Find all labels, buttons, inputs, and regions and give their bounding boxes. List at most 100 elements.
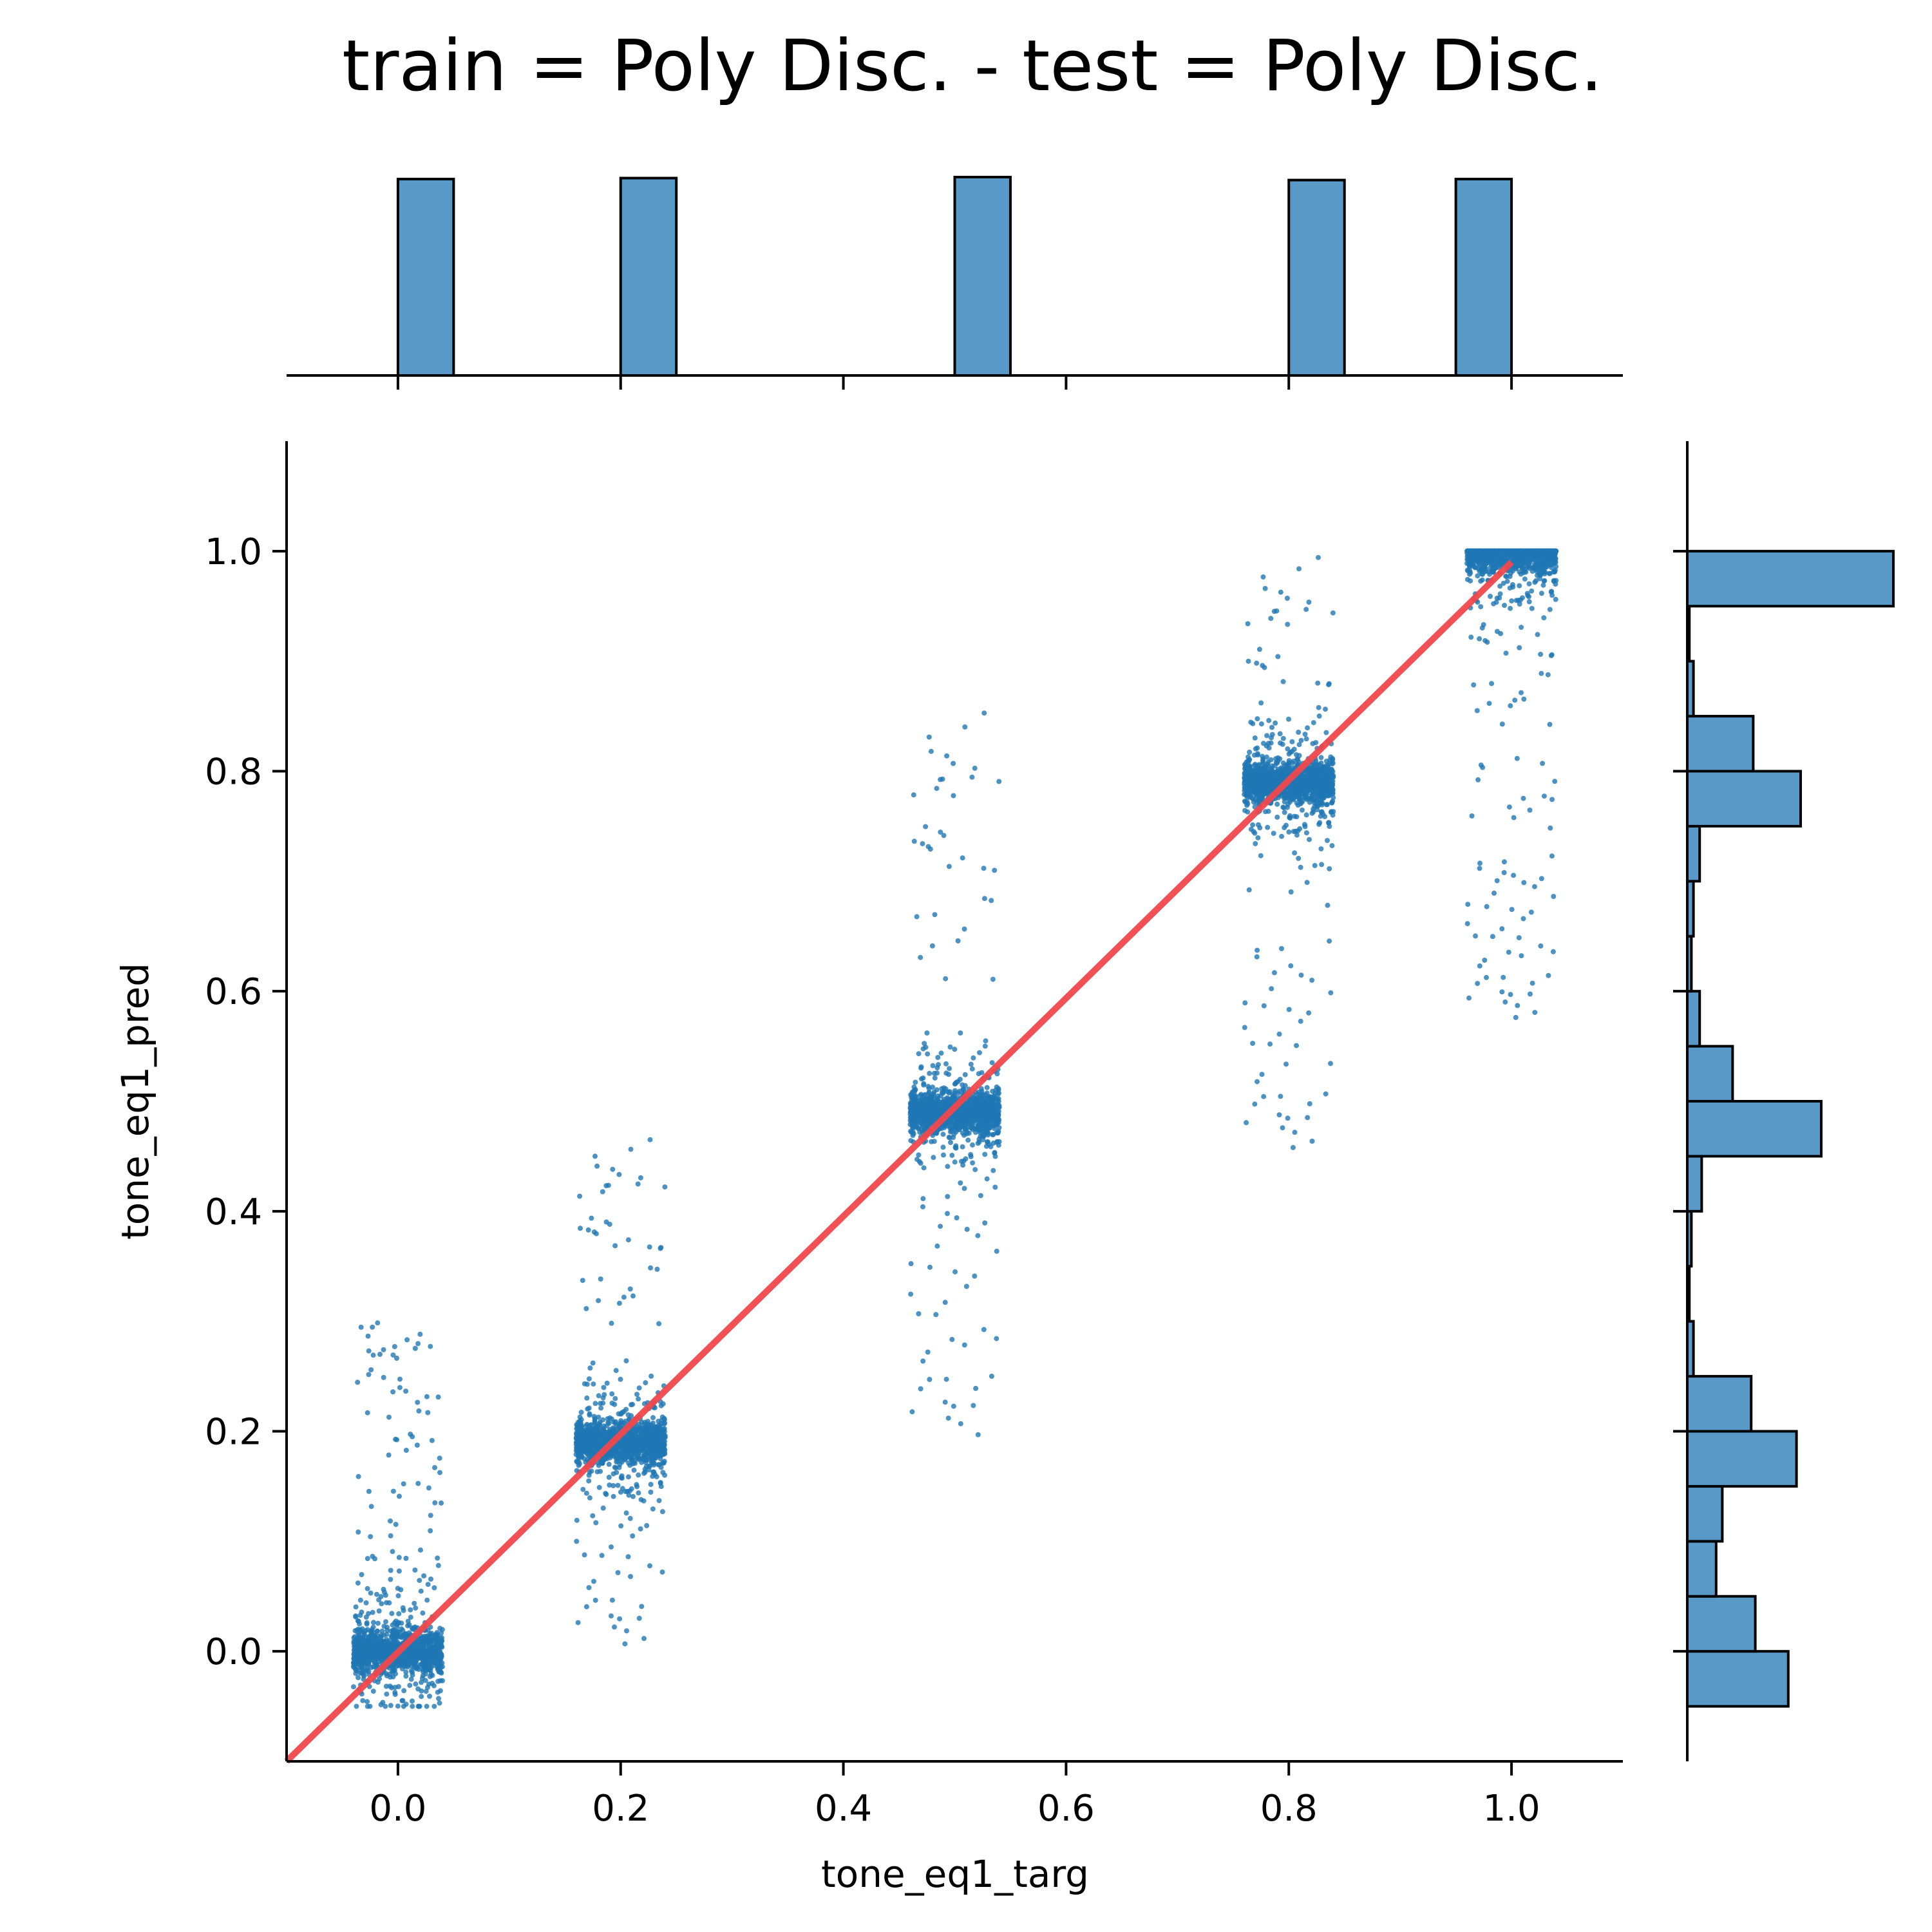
scatter-point (947, 1135, 952, 1141)
scatter-point (351, 1684, 356, 1690)
scatter-point (941, 1152, 946, 1158)
scatter-point (908, 1138, 914, 1144)
scatter-point (598, 1401, 603, 1406)
scatter-point (388, 1533, 393, 1539)
scatter-point (933, 1312, 939, 1318)
scatter-point (580, 1432, 585, 1438)
scatter-point (377, 1652, 383, 1658)
scatter-point (961, 1342, 967, 1348)
scatter-point (415, 1399, 421, 1405)
scatter-point (418, 1547, 423, 1553)
scatter-point (979, 1070, 985, 1075)
scatter-point (932, 1075, 938, 1081)
scatter-point (918, 1065, 924, 1071)
scatter-point (1252, 830, 1258, 836)
scatter-point (370, 1642, 375, 1648)
scatter-point (658, 1453, 663, 1459)
scatter-point (1304, 880, 1310, 886)
scatter-point (1276, 1031, 1282, 1037)
scatter-point (413, 1605, 419, 1611)
scatter-point (351, 1647, 357, 1653)
scatter-point (952, 1269, 958, 1274)
scatter-point (593, 1440, 599, 1446)
x-hist-bar (396, 178, 455, 377)
scatter-point (383, 1683, 389, 1689)
scatter-point (924, 1030, 930, 1036)
scatter-point (361, 1638, 367, 1644)
scatter-point (1260, 753, 1265, 759)
scatter-point (380, 1700, 386, 1705)
scatter-point (963, 1119, 969, 1125)
scatter-point (412, 1600, 417, 1606)
scatter-point (576, 1455, 582, 1461)
scatter-point (412, 1567, 418, 1573)
scatter-point (1250, 1041, 1256, 1046)
scatter-point (355, 1379, 361, 1385)
scatter-point (422, 1652, 428, 1658)
scatter-point (395, 1593, 401, 1598)
scatter-point (354, 1703, 359, 1709)
scatter-point (584, 1395, 590, 1401)
scatter-point (958, 1030, 963, 1036)
scatter-point (920, 841, 925, 847)
scatter-point (1266, 745, 1272, 751)
scatter-point (946, 864, 952, 869)
scatter-point (1294, 1043, 1299, 1048)
scatter-point (952, 1090, 958, 1095)
scatter-point (659, 1414, 665, 1420)
scatter-point (421, 1636, 427, 1642)
scatter-point (425, 1685, 430, 1690)
scatter-point (617, 1616, 623, 1622)
scatter-point (662, 1184, 668, 1190)
scatter-point (630, 1401, 636, 1407)
scatter-point (388, 1518, 393, 1524)
scatter-point (577, 1414, 583, 1420)
scatter-point (396, 1620, 402, 1625)
scatter-point (418, 1654, 424, 1660)
scatter-point (1245, 621, 1251, 627)
scatter-point (1278, 589, 1283, 595)
scatter-point (388, 1577, 393, 1582)
scatter-point (956, 1088, 962, 1094)
scatter-point (629, 1486, 634, 1492)
scatter-point (368, 1504, 374, 1510)
scatter-point (439, 1630, 444, 1636)
scatter-point (945, 1416, 951, 1421)
scatter-point (1318, 755, 1324, 761)
scatter-point (585, 1227, 591, 1233)
scatter-point (1296, 753, 1302, 759)
scatter-point (636, 1490, 641, 1496)
scatter-point (914, 914, 920, 920)
scatter-point (580, 1427, 585, 1433)
scatter-point (366, 1348, 372, 1354)
scatter-point (616, 1171, 622, 1177)
scatter-point (428, 1528, 433, 1533)
scatter-point (916, 1051, 922, 1057)
scatter-point (613, 1368, 619, 1374)
scatter-point (427, 1637, 433, 1643)
scatter-point (418, 1588, 424, 1594)
scatter-point (370, 1689, 376, 1694)
y-hist-bar (1686, 1650, 1790, 1708)
scatter-point (923, 824, 929, 829)
scatter-point (437, 1470, 442, 1475)
scatter-point (935, 1099, 941, 1105)
scatter-point (400, 1627, 406, 1633)
scatter-point (355, 1618, 361, 1624)
scatter-point (417, 1641, 422, 1647)
scatter-point (945, 1211, 950, 1217)
scatter-point (397, 1493, 402, 1499)
scatter-point (425, 1410, 431, 1416)
scatter-point (372, 1660, 377, 1666)
scatter-point (371, 1633, 377, 1638)
scatter-point (633, 1448, 639, 1454)
scatter-point (647, 1450, 653, 1455)
y-hist-bar (1686, 1595, 1757, 1653)
scatter-point (618, 1523, 624, 1529)
scatter-point (383, 1703, 388, 1709)
scatter-point (392, 1634, 397, 1640)
scatter-point (976, 1100, 982, 1106)
scatter-point (614, 1423, 620, 1428)
scatter-point (590, 1513, 596, 1519)
scatter-point (928, 748, 934, 754)
